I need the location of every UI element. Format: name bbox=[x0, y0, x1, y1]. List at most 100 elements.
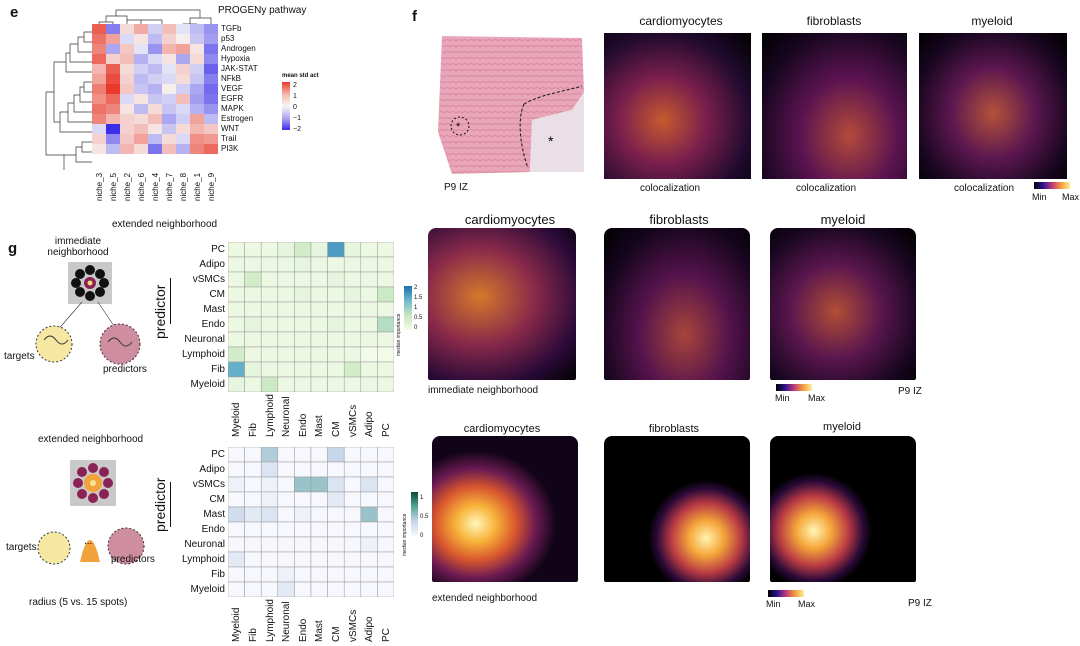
progeny-cell bbox=[148, 24, 162, 34]
g2-cell bbox=[277, 491, 295, 508]
progeny-cell bbox=[120, 24, 134, 34]
g2-cell bbox=[294, 581, 312, 597]
g2-legend-title-wrap: median importance bbox=[402, 490, 410, 570]
g1-cell bbox=[360, 256, 378, 273]
g1-cell bbox=[343, 256, 362, 273]
immediate-caption: immediate neighborhood bbox=[428, 385, 539, 396]
g2-cell bbox=[244, 581, 262, 597]
progeny-cell bbox=[204, 34, 218, 44]
g2-cell bbox=[343, 506, 362, 523]
g2-cell bbox=[294, 551, 312, 568]
g2-cell bbox=[228, 506, 245, 523]
g1-cell bbox=[260, 256, 279, 273]
panel-g-label: g bbox=[8, 240, 18, 257]
coloc-max: Max bbox=[1062, 192, 1080, 202]
g2-cell bbox=[228, 566, 245, 583]
progeny-cell bbox=[176, 134, 190, 144]
progeny-cell bbox=[190, 54, 204, 64]
g1-cell bbox=[244, 242, 262, 258]
progeny-cell bbox=[190, 34, 204, 44]
coloc-map-myeloid bbox=[919, 33, 1067, 179]
row-label: Androgen bbox=[221, 44, 256, 53]
g2-cell bbox=[377, 521, 394, 538]
g2-cell bbox=[228, 521, 245, 538]
progeny-cell bbox=[176, 64, 190, 74]
g1-cell bbox=[294, 242, 312, 258]
col-label: Neuronal bbox=[281, 396, 293, 437]
g1-cell bbox=[360, 242, 378, 258]
row-label: Fib bbox=[211, 364, 225, 375]
progeny-cell bbox=[162, 74, 176, 84]
col-label: Mast bbox=[314, 415, 326, 437]
g2-cell bbox=[377, 461, 394, 478]
progeny-cell bbox=[134, 44, 148, 54]
g2-cell bbox=[310, 506, 328, 523]
coloc-label-1: colocalization bbox=[640, 183, 701, 194]
g1-cell bbox=[228, 256, 245, 273]
progeny-cell bbox=[204, 44, 218, 54]
g1-cell bbox=[310, 301, 328, 318]
g1-cell bbox=[327, 346, 345, 363]
progeny-cell bbox=[162, 94, 176, 104]
g2-cell bbox=[244, 506, 262, 523]
g1-cell bbox=[277, 271, 295, 288]
immediate-min: Min bbox=[775, 393, 790, 403]
coloc-label-2: colocalization bbox=[796, 183, 857, 194]
progeny-cell bbox=[204, 54, 218, 64]
progeny-cell bbox=[190, 64, 204, 74]
row3-title-fib: fibroblasts bbox=[648, 423, 700, 435]
g2-cell bbox=[377, 476, 394, 493]
g1-cell bbox=[310, 271, 328, 288]
progeny-cell bbox=[106, 74, 120, 84]
g1-cell bbox=[294, 301, 312, 318]
g1-cell bbox=[343, 286, 362, 303]
g2-cell bbox=[310, 476, 328, 493]
col-label: Lymphoid bbox=[264, 599, 276, 642]
g1-cell bbox=[228, 376, 245, 392]
g1-cell bbox=[343, 376, 362, 392]
progeny-cell bbox=[106, 54, 120, 64]
g1-cell bbox=[228, 301, 245, 318]
g1-cell bbox=[360, 286, 378, 303]
g1-cell bbox=[343, 316, 362, 333]
row-label: Neuronal bbox=[184, 539, 225, 550]
progeny-col-labels: niche_3 niche_5 niche_2 niche_6 niche_4 niche… bbox=[92, 157, 222, 203]
g1-cell bbox=[277, 242, 295, 258]
progeny-cell bbox=[190, 124, 204, 134]
g1-cell bbox=[377, 256, 394, 273]
g1-cell bbox=[244, 256, 262, 273]
g1-cell bbox=[277, 376, 295, 392]
g1-cell bbox=[310, 256, 328, 273]
progeny-cell bbox=[106, 134, 120, 144]
g2-cell bbox=[377, 551, 394, 568]
g2-cell bbox=[343, 491, 362, 508]
g2-cell bbox=[277, 476, 295, 493]
progeny-cell bbox=[120, 54, 134, 64]
g2-cell bbox=[310, 566, 328, 583]
g2-cell bbox=[360, 581, 378, 597]
g2-cell bbox=[327, 581, 345, 597]
col-label: niche_7 bbox=[165, 172, 174, 201]
progeny-cell bbox=[134, 114, 148, 124]
progeny-cell bbox=[134, 144, 148, 154]
progeny-cell bbox=[92, 74, 106, 84]
progeny-cell bbox=[92, 144, 106, 154]
g1-cell bbox=[343, 331, 362, 348]
g1-legend-title-wrap: median importance bbox=[396, 280, 404, 360]
progeny-row-labels: TGFb p53 Androgen Hypoxia JAK-STAT NFkB VEGF EG… bbox=[221, 24, 281, 154]
g2-cell bbox=[343, 476, 362, 493]
g2-cell bbox=[277, 536, 295, 553]
progeny-cell bbox=[134, 84, 148, 94]
progeny-cell bbox=[190, 74, 204, 84]
g2-cell bbox=[310, 521, 328, 538]
g2-cell bbox=[294, 447, 312, 463]
row-label: PC bbox=[211, 244, 225, 255]
progeny-cell bbox=[120, 124, 134, 134]
g1-cell bbox=[360, 331, 378, 348]
g1-colorbar bbox=[404, 286, 412, 330]
g2-cell bbox=[260, 491, 279, 508]
immediate-colorbar bbox=[776, 384, 812, 391]
row2-title-fib: fibroblasts bbox=[649, 212, 709, 227]
progeny-cell bbox=[148, 134, 162, 144]
progeny-cell bbox=[190, 144, 204, 154]
